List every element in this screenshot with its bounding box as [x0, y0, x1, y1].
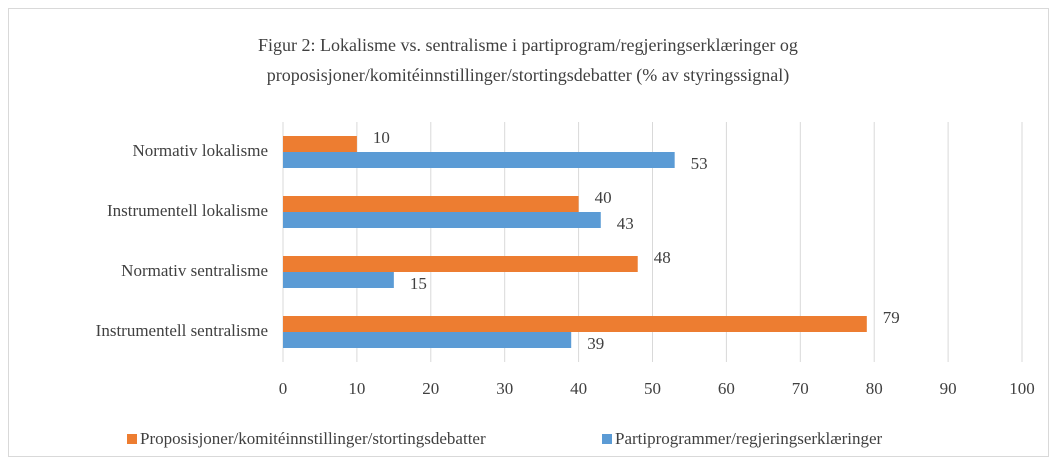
legend-swatch [602, 434, 612, 444]
data-label: 48 [654, 248, 671, 267]
legend-label: Proposisjoner/komitéinnstillinger/storti… [140, 429, 486, 448]
x-tick-label: 70 [792, 379, 809, 398]
bar [283, 332, 572, 348]
data-label: 10 [373, 128, 390, 147]
y-tick-label: Instrumentell lokalisme [107, 201, 268, 220]
chart-title: proposisjoner/komitéinnstillinger/storti… [267, 65, 789, 86]
y-tick-label: Normativ sentralisme [121, 261, 268, 280]
x-tick-label: 30 [496, 379, 513, 398]
data-label: 53 [691, 154, 708, 173]
data-label: 15 [410, 274, 427, 293]
bar [283, 212, 601, 228]
x-tick-label: 90 [940, 379, 957, 398]
y-tick-label: Normativ lokalisme [132, 141, 268, 160]
legend-swatch [127, 434, 137, 444]
x-tick-label: 20 [422, 379, 439, 398]
bar [283, 152, 675, 168]
x-tick-label: 100 [1009, 379, 1035, 398]
y-tick-label: Instrumentell sentralisme [96, 321, 268, 340]
bar [283, 136, 357, 152]
data-label: 79 [883, 308, 900, 327]
legend-label: Partiprogrammer/regjeringserklæringer [615, 429, 883, 448]
x-tick-label: 60 [718, 379, 735, 398]
x-tick-label: 50 [644, 379, 661, 398]
data-label: 43 [617, 214, 634, 233]
data-label: 40 [595, 188, 612, 207]
chart-border [8, 8, 1049, 457]
data-label: 39 [587, 334, 604, 353]
x-tick-label: 0 [279, 379, 288, 398]
x-tick-label: 40 [570, 379, 587, 398]
bar [283, 316, 867, 332]
x-tick-label: 10 [348, 379, 365, 398]
bar [283, 196, 579, 212]
chart-title: Figur 2: Lokalisme vs. sentralisme i par… [258, 35, 798, 55]
bar [283, 256, 638, 272]
bar [283, 272, 394, 288]
x-tick-label: 80 [866, 379, 883, 398]
